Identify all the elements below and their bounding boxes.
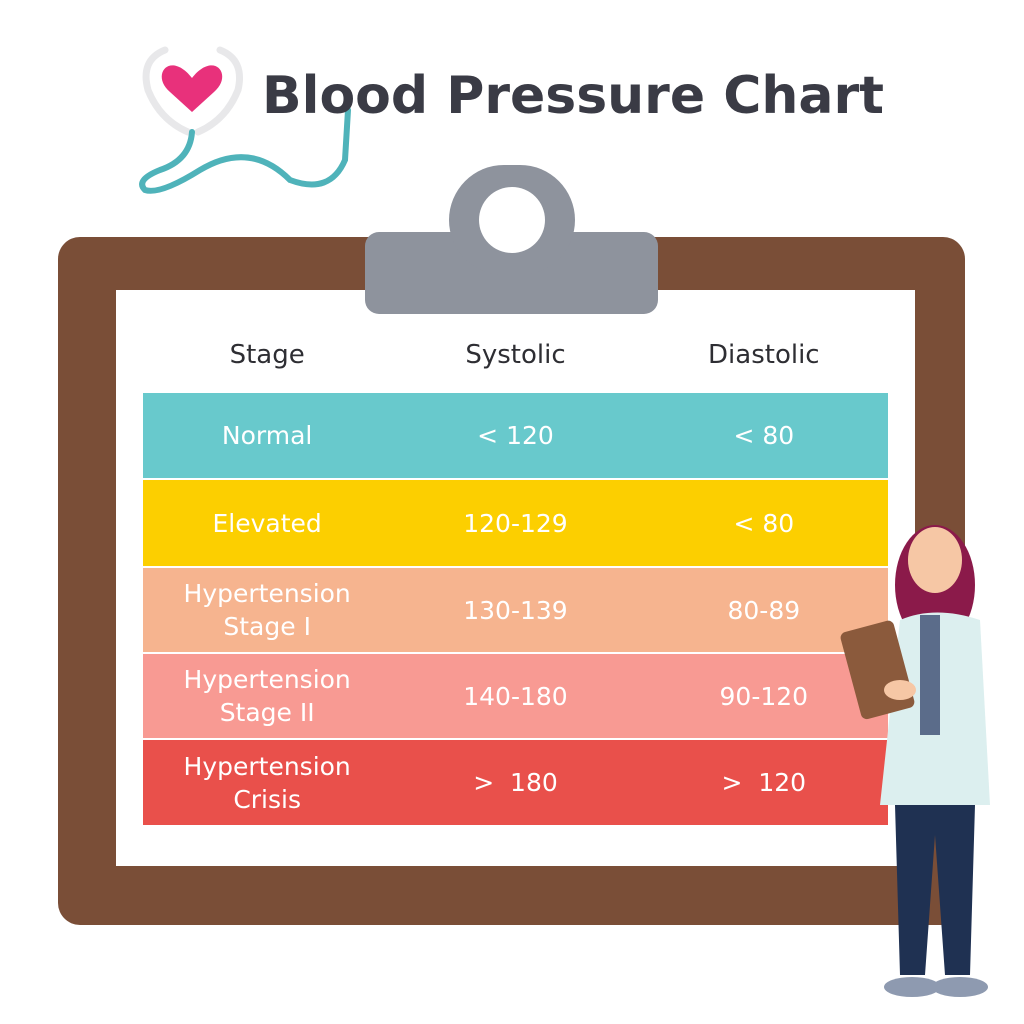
table-row: Hypertension Stage II 140-180 90-120	[143, 654, 888, 738]
value-cell: > 180	[473, 768, 558, 797]
stage-cell: Hypertension Crisis	[143, 750, 391, 816]
stethoscope-logo	[139, 46, 351, 194]
table: Normal < 120 < 80 Elevated 120-129 < 80 Hypert…	[143, 393, 888, 827]
value-cell: < 120	[477, 421, 554, 450]
title: Blood Pressure Chart	[262, 66, 884, 126]
stage-label: Hypertension Stage I	[183, 579, 351, 641]
stage-label: Normal	[221, 421, 313, 450]
value-cell: 130-139	[463, 595, 568, 625]
column-header: Stage	[229, 340, 305, 370]
table-header: Stage Systolic Diastolic	[143, 340, 888, 384]
value-cell: 90-120	[719, 681, 809, 711]
value-cell: 120-129	[463, 508, 568, 538]
table-row: Normal < 120 < 80	[143, 393, 888, 478]
value-cell: 140-180	[463, 681, 568, 711]
value-cell: < 80	[733, 508, 795, 538]
stage-cell: Hypertension Stage I	[143, 577, 391, 643]
value-cell: < 80	[733, 421, 795, 450]
stage-label: Elevated	[212, 508, 322, 538]
stage-cell: Hypertension Stage II	[143, 663, 391, 729]
stage-label: Hypertension Crisis	[183, 751, 351, 814]
column-header: Diastolic	[708, 340, 820, 370]
table-row: Hypertension Stage I 130-139 80-89	[143, 568, 888, 652]
stage-cell: Elevated	[143, 507, 391, 540]
clip	[365, 165, 658, 314]
table-row: Hypertension Crisis > 180 > 120	[143, 740, 888, 825]
table-row: Elevated 120-129 < 80	[143, 480, 888, 566]
stage-label: Hypertension Stage II	[183, 665, 351, 727]
value-cell: > 120	[721, 768, 807, 797]
doctor-illustration	[840, 525, 990, 997]
column-header: Systolic	[465, 340, 566, 370]
value-cell: 80-89	[727, 595, 801, 625]
stage-cell: Normal	[143, 419, 391, 452]
